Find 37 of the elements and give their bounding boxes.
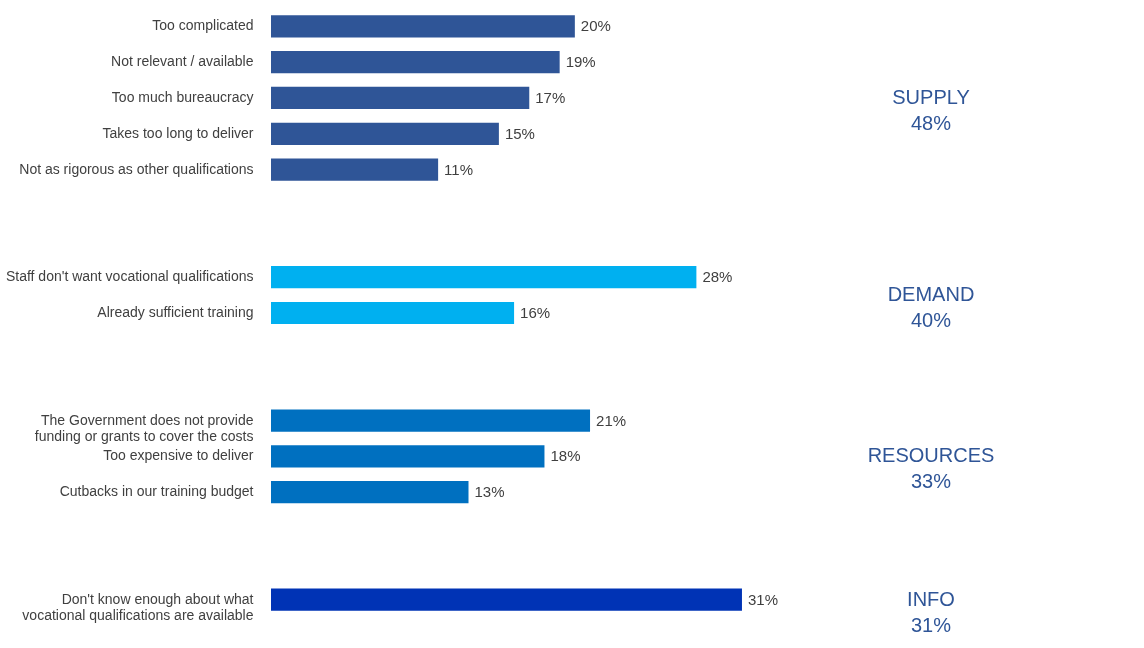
data-label: 11% <box>444 160 474 178</box>
y-tick-label: The Government does not provide funding or grants to cover the costs <box>34 411 254 444</box>
text: DEMAND 40% <box>887 283 975 332</box>
data-label: 16% <box>520 304 551 321</box>
bar <box>271 122 499 145</box>
bar <box>271 301 515 325</box>
y-tick-label: Too complicated <box>152 17 254 34</box>
bar <box>271 588 742 611</box>
data-label: 31% <box>747 590 778 608</box>
data-label: 18% <box>550 447 581 465</box>
y-tick-label: Takes too long to deliver <box>102 124 254 141</box>
data-label: 15% <box>504 124 535 142</box>
bar <box>271 86 530 110</box>
bar <box>271 445 545 468</box>
y-tick-label: Not relevant / available <box>111 53 254 70</box>
y-tick-label: Not as rigorous as other qualifications <box>19 160 254 177</box>
text: INFO 31% <box>907 587 955 636</box>
data-label: 20% <box>580 17 611 35</box>
data-label: 28% <box>702 268 733 286</box>
y-tick-label: Too expensive to deliver <box>103 447 254 464</box>
data-label: 21% <box>596 411 627 429</box>
y-tick-label: Cutbacks in our training budget <box>59 483 254 500</box>
data-label: 17% <box>535 88 566 106</box>
bar <box>271 15 575 38</box>
y-tick-label: Already sufficient training <box>97 304 254 320</box>
data-label: 13% <box>474 483 505 501</box>
y-tick-label: Staff don't want vocational qualifications <box>5 268 254 285</box>
data-label: 19% <box>565 53 596 71</box>
text: RESOURCES 33% <box>867 444 995 493</box>
bar <box>271 266 697 289</box>
bar <box>271 158 439 181</box>
bar <box>271 409 591 432</box>
bar <box>271 481 469 504</box>
y-tick-label: Too much bureaucracy <box>111 88 254 105</box>
text: SUPPLY 48% <box>892 85 970 134</box>
y-tick-label: Don't know enough about what vocational qualifications are available <box>22 590 254 623</box>
bar <box>271 51 560 74</box>
